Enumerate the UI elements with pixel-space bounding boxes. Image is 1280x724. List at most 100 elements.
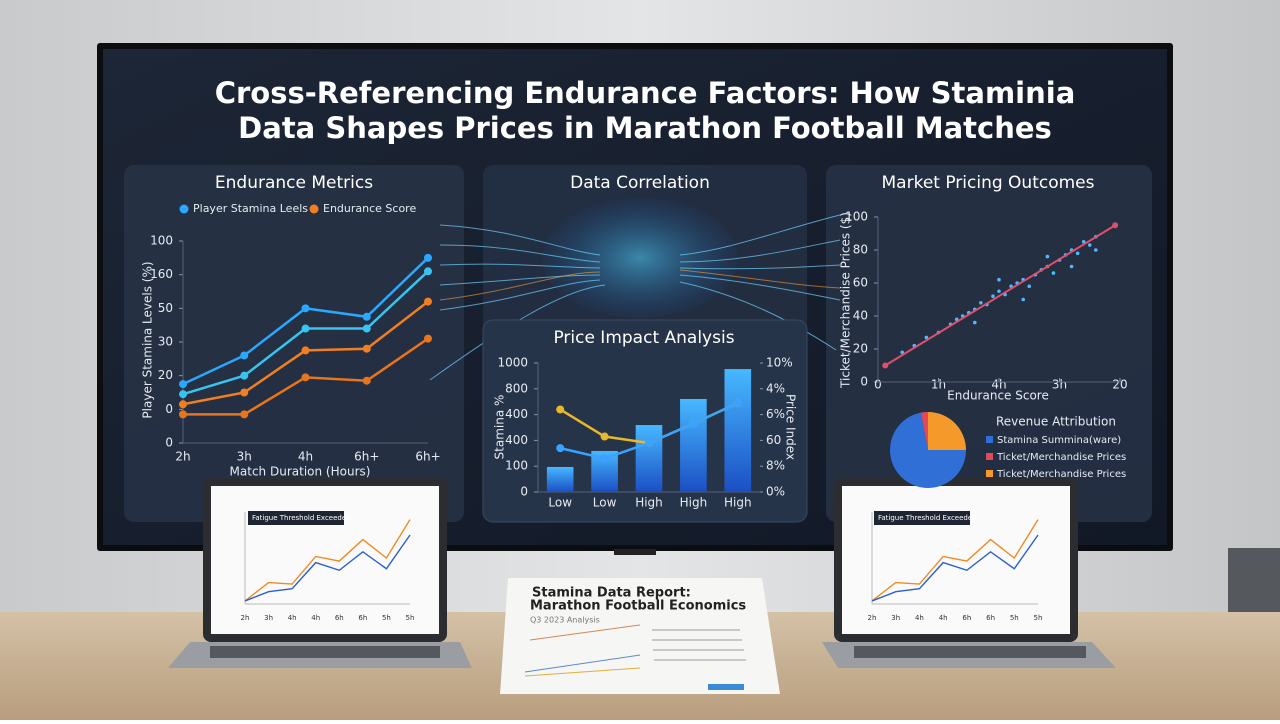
pie-slice bbox=[928, 412, 966, 450]
legend-label: Endurance Score bbox=[323, 202, 416, 215]
point bbox=[979, 301, 983, 305]
point bbox=[1027, 284, 1032, 289]
point bbox=[301, 373, 310, 382]
legend-label: Ticket/Merchandise Prices bbox=[996, 452, 1126, 463]
point bbox=[954, 317, 959, 322]
point bbox=[600, 454, 609, 463]
y-axis-label: Ticket/Merchandise Prices ($) bbox=[839, 212, 853, 389]
bar bbox=[680, 398, 707, 492]
point bbox=[556, 405, 565, 414]
report-title: Marathon Football Economics bbox=[530, 599, 746, 614]
x-tick-label: 1h bbox=[931, 378, 946, 392]
point bbox=[301, 346, 310, 355]
x-tick-label: 2h bbox=[241, 614, 250, 622]
point bbox=[179, 400, 187, 409]
point bbox=[240, 388, 249, 397]
report-lines bbox=[524, 624, 746, 677]
point bbox=[1045, 254, 1050, 259]
annotation-box bbox=[874, 511, 970, 525]
x-tick-label: 5h bbox=[1010, 614, 1019, 622]
y-tick-label: 40 bbox=[853, 309, 868, 323]
y2-tick-label: 6% bbox=[766, 407, 785, 421]
legend-label: Ticket/Merchandise Prices bbox=[996, 469, 1126, 480]
report-button bbox=[708, 684, 744, 690]
point bbox=[600, 432, 609, 441]
x-tick-label: 2h bbox=[868, 614, 877, 622]
keyboard bbox=[210, 646, 440, 658]
y-tick-label: 100 bbox=[845, 210, 868, 224]
y2-tick-label: 0% bbox=[766, 485, 785, 499]
point bbox=[1021, 297, 1025, 302]
x-tick-label: High bbox=[724, 496, 752, 510]
trend-end bbox=[882, 362, 889, 369]
point bbox=[362, 344, 371, 353]
y2-tick-label: 60 bbox=[766, 433, 781, 447]
line-series bbox=[871, 519, 1039, 602]
main-title: Data Shapes Prices in Marathon Football … bbox=[238, 111, 1052, 145]
x-tick-label: 2h bbox=[175, 450, 190, 464]
point bbox=[689, 419, 698, 428]
connection-lines bbox=[439, 269, 841, 301]
y-axis-label: Stamina % bbox=[493, 395, 507, 460]
pie-slice bbox=[889, 412, 966, 488]
y-tick-label: 30 bbox=[158, 335, 173, 349]
y-tick-label: 0 bbox=[860, 375, 868, 389]
x-tick-label: Low bbox=[548, 496, 572, 510]
point bbox=[424, 253, 432, 262]
x-tick-label: 6h bbox=[358, 614, 367, 622]
y2-axis-label: Price Index bbox=[784, 394, 798, 460]
y-axis-label: Player Stamina Levels (%) bbox=[141, 261, 155, 418]
x-tick-label: 5h bbox=[406, 614, 415, 622]
point bbox=[997, 289, 1001, 294]
y-tick-label: 20 bbox=[158, 368, 173, 382]
y-tick-label: 100 bbox=[505, 459, 528, 473]
point bbox=[973, 320, 977, 325]
y-tick-label: 0 bbox=[165, 402, 173, 416]
point bbox=[991, 294, 995, 299]
legend-label: Stamina Summina(ware) bbox=[997, 435, 1121, 446]
y-tick-label: 60 bbox=[853, 276, 868, 290]
x-tick-label: 6h bbox=[335, 614, 344, 622]
side-cabinet bbox=[1228, 548, 1280, 618]
annotation: Fatigue Threshold Exceeded bbox=[878, 514, 977, 522]
point bbox=[301, 324, 310, 333]
annotation: Fatigue Threshold Exceeded bbox=[252, 514, 351, 522]
point bbox=[240, 371, 249, 380]
point bbox=[1069, 264, 1074, 269]
bar bbox=[724, 369, 752, 492]
keyboard bbox=[854, 646, 1086, 658]
laptop-screen bbox=[211, 486, 439, 634]
report-title: Stamina Data Report: bbox=[532, 586, 691, 601]
x-tick-label: 20 bbox=[1112, 378, 1127, 392]
point bbox=[179, 380, 187, 389]
panel-title: Data Correlation bbox=[570, 173, 710, 193]
x-tick-label: High bbox=[680, 496, 708, 510]
trend-line bbox=[884, 224, 1116, 367]
chart-title: Revenue Attribution bbox=[996, 415, 1116, 429]
point bbox=[556, 444, 565, 453]
x-tick-label: 0 bbox=[874, 378, 882, 392]
chart-title: Market Pricing Outcomes bbox=[882, 173, 1095, 193]
chart-title: Price Impact Analysis bbox=[553, 328, 734, 348]
legend-swatch bbox=[986, 436, 993, 443]
x-tick-label: 5h bbox=[382, 614, 391, 622]
y-tick-label: 1000 bbox=[497, 356, 528, 370]
brain-glow bbox=[542, 198, 738, 318]
report-subtitle: Q3 2023 Analysis bbox=[530, 616, 600, 625]
y-tick-label: 80 bbox=[853, 243, 868, 257]
point bbox=[645, 438, 653, 447]
y-tick-label: 0 bbox=[165, 436, 173, 450]
main-title: Cross-Referencing Endurance Factors: How… bbox=[215, 76, 1076, 110]
y-tick-label: 100 bbox=[150, 234, 173, 248]
point bbox=[1081, 239, 1086, 244]
x-tick-label: 4h bbox=[311, 614, 320, 622]
chart-title: Endurance Metrics bbox=[215, 173, 373, 193]
x-tick-label: 4h bbox=[288, 614, 297, 622]
legend-swatch bbox=[986, 470, 993, 477]
line-series bbox=[871, 534, 1039, 602]
y2-tick-label: 4% bbox=[766, 381, 785, 395]
annotation-box bbox=[248, 511, 344, 525]
x-tick-label: 3h bbox=[1052, 378, 1067, 392]
x-tick-label: 3h bbox=[264, 614, 273, 622]
